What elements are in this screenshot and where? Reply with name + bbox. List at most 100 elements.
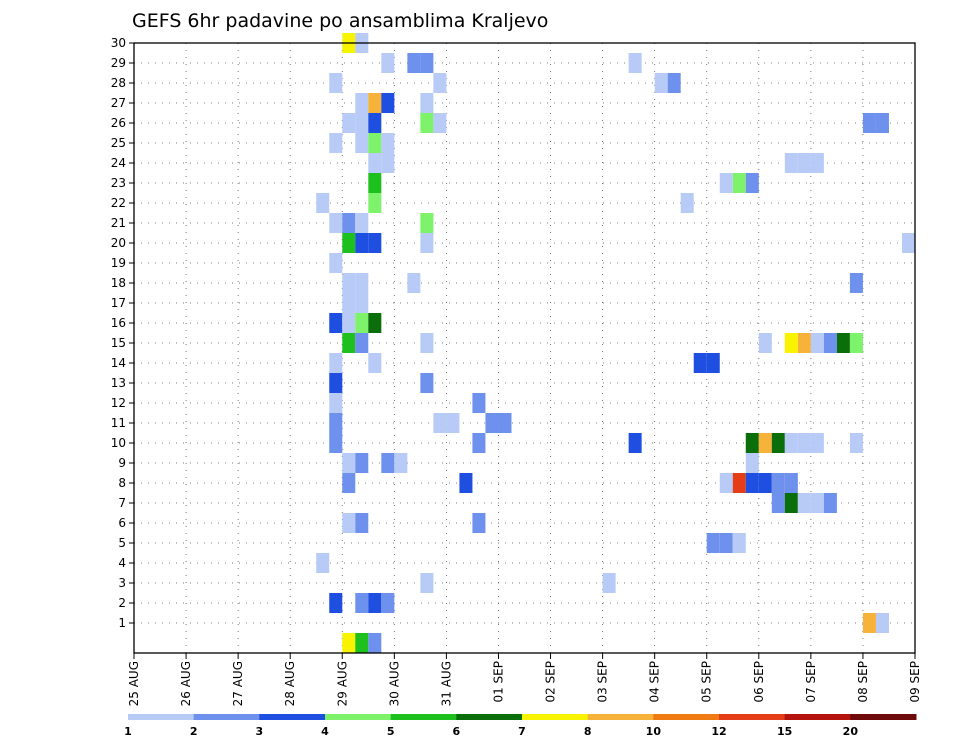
heatmap-cell — [810, 153, 824, 173]
colorbar-swatch — [522, 714, 589, 720]
heatmap-cell — [329, 73, 343, 93]
heatmap-cell — [810, 333, 824, 353]
heatmap-cell — [420, 333, 434, 353]
heatmap-cell — [472, 393, 486, 413]
y-tick-label: 27 — [111, 96, 126, 110]
y-tick-label: 17 — [111, 296, 126, 310]
heatmap-cell — [628, 433, 642, 453]
heatmap-cell — [368, 193, 382, 213]
heatmap-cell — [355, 513, 369, 533]
heatmap-cell — [420, 93, 434, 113]
x-tick-label: 30 AUG — [387, 661, 401, 706]
y-tick-label: 1 — [118, 616, 126, 630]
y-tick-label: 8 — [118, 476, 126, 490]
y-tick-label: 23 — [111, 176, 126, 190]
x-tick-label: 02 SEP — [544, 661, 558, 703]
heatmap-cell — [498, 413, 512, 433]
colorbar-swatch — [784, 714, 851, 720]
heatmap-cell — [368, 173, 382, 193]
y-tick-label: 26 — [111, 116, 126, 130]
heatmap-cell — [420, 213, 434, 233]
colorbar-swatch — [193, 714, 260, 720]
heatmap-cell — [394, 453, 408, 473]
y-tick-label: 21 — [111, 216, 126, 230]
heatmap-cell — [823, 333, 837, 353]
heatmap-cell — [355, 593, 369, 613]
heatmap-cell — [849, 433, 863, 453]
heatmap-cell — [355, 213, 369, 233]
heatmap-cell — [329, 373, 343, 393]
heatmap-cell — [420, 233, 434, 253]
heatmap-cell — [368, 133, 382, 153]
heatmap-cell — [329, 213, 343, 233]
heatmap-cell — [719, 533, 733, 553]
heatmap-cell — [329, 133, 343, 153]
colorbar-swatch — [128, 714, 195, 720]
heatmap-cell — [472, 513, 486, 533]
x-tick-label: 25 AUG — [127, 661, 141, 706]
heatmap-cell — [368, 313, 382, 333]
y-tick-label: 19 — [111, 256, 126, 270]
heatmap-cell — [472, 433, 486, 453]
heatmap-cell — [706, 533, 720, 553]
heatmap-cell — [797, 153, 811, 173]
y-tick-label: 18 — [111, 276, 126, 290]
x-tick-label: 01 SEP — [491, 661, 505, 703]
heatmap-cell — [732, 173, 746, 193]
heatmap-cell — [693, 353, 707, 373]
x-tick-label: 04 SEP — [648, 661, 662, 703]
heatmap-cell — [355, 233, 369, 253]
heatmap-cell — [381, 593, 395, 613]
heatmap-cell — [381, 453, 395, 473]
heatmap-cell — [329, 593, 343, 613]
colorbar-label: 4 — [321, 725, 329, 738]
colorbar-swatch — [653, 714, 720, 720]
heatmap-cell — [459, 473, 473, 493]
heatmap-cell — [355, 333, 369, 353]
heatmap-cell — [797, 493, 811, 513]
x-tick-label: 27 AUG — [231, 661, 245, 706]
heatmap-cell — [667, 73, 681, 93]
x-tick-label: 31 AUG — [439, 661, 453, 706]
heatmap-cell — [420, 373, 434, 393]
x-tick-label: 29 AUG — [335, 661, 349, 706]
colorbar-label: 8 — [584, 725, 592, 738]
x-tick-label: 05 SEP — [700, 661, 714, 703]
heatmap-cell — [758, 473, 772, 493]
heatmap-cell — [342, 453, 356, 473]
heatmap-cell — [420, 53, 434, 73]
heatmap-cell — [810, 433, 824, 453]
heatmap-cell — [355, 453, 369, 473]
heatmap-cell — [485, 413, 499, 433]
heatmap-cell — [329, 393, 343, 413]
y-tick-label: 6 — [118, 516, 126, 530]
heatmap-cell — [433, 413, 447, 433]
colorbar-swatch — [719, 714, 786, 720]
heatmap-cell — [381, 53, 395, 73]
heatmap-cell — [784, 473, 798, 493]
colorbar-label: 5 — [387, 725, 395, 738]
y-tick-label: 14 — [111, 356, 126, 370]
y-tick-label: 4 — [118, 556, 126, 570]
x-tick-label: 09 SEP — [908, 661, 922, 703]
y-tick-label: 15 — [111, 336, 126, 350]
heatmap-cell — [342, 513, 356, 533]
heatmap-cell — [329, 313, 343, 333]
y-tick-label: 3 — [118, 576, 126, 590]
colorbar-label: 10 — [646, 725, 662, 738]
chart-title: GEFS 6hr padavine po ansamblima Kraljevo — [132, 10, 548, 32]
y-tick-label: 13 — [111, 376, 126, 390]
y-tick-label: 5 — [118, 536, 126, 550]
heatmap-cell — [758, 433, 772, 453]
heatmap-cell — [381, 133, 395, 153]
colorbar-label: 3 — [256, 725, 264, 738]
heatmap-cell — [771, 433, 785, 453]
heatmap-cell — [732, 533, 746, 553]
y-tick-label: 9 — [118, 456, 126, 470]
heatmap-cell — [706, 353, 720, 373]
heatmap-cell — [355, 273, 369, 293]
heatmap-cell — [771, 493, 785, 513]
heatmap-cell — [784, 153, 798, 173]
colorbar-label: 12 — [711, 725, 726, 738]
heatmap-cell — [745, 473, 759, 493]
